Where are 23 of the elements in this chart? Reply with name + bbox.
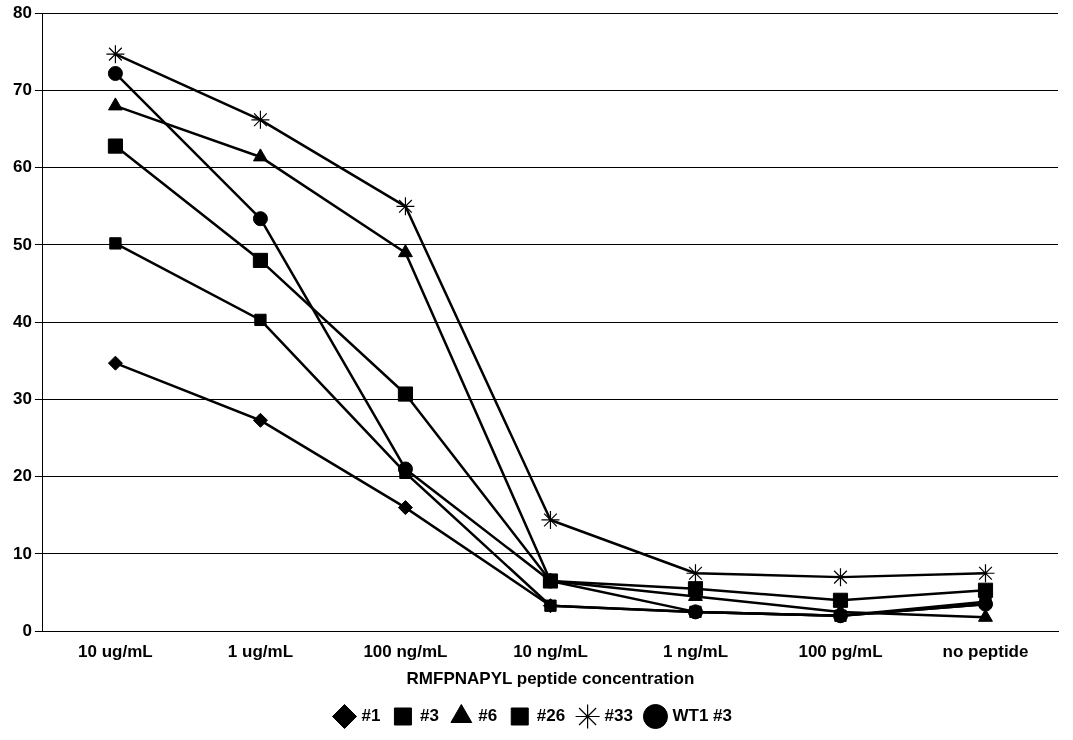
y-tick-label: 0 <box>22 620 32 640</box>
x-axis-title: RMFPNAPYL peptide concentration <box>406 669 695 689</box>
x-tick-label: no peptide <box>942 642 1029 662</box>
x-tick-label: 100 pg/mL <box>798 642 883 662</box>
x-tick-label: 10 ng/mL <box>513 642 588 662</box>
x-tick-label: 1 ng/mL <box>662 642 729 662</box>
y-tick-label: 50 <box>12 234 32 254</box>
y-tick-label: 20 <box>12 466 32 486</box>
legend-label: #33 <box>604 706 633 726</box>
legend-label: #26 <box>536 706 566 726</box>
y-tick-label: 40 <box>12 311 32 331</box>
y-tick-label: 60 <box>12 157 32 177</box>
x-tick-label: 10 ug/mL <box>78 642 153 662</box>
x-tick-label: 100 ng/mL <box>363 642 448 662</box>
legend-label: #6 <box>478 706 498 726</box>
y-tick-label: 70 <box>12 80 32 100</box>
legend-label: #1 <box>361 706 381 726</box>
y-tick-label: 80 <box>12 2 32 22</box>
y-tick-label: 10 <box>12 543 32 563</box>
legend-label: #3 <box>419 706 439 726</box>
legend-label: WT1 #3 <box>672 706 732 726</box>
x-tick-label: 1 ug/mL <box>227 642 294 662</box>
y-tick-label: 30 <box>12 389 32 409</box>
